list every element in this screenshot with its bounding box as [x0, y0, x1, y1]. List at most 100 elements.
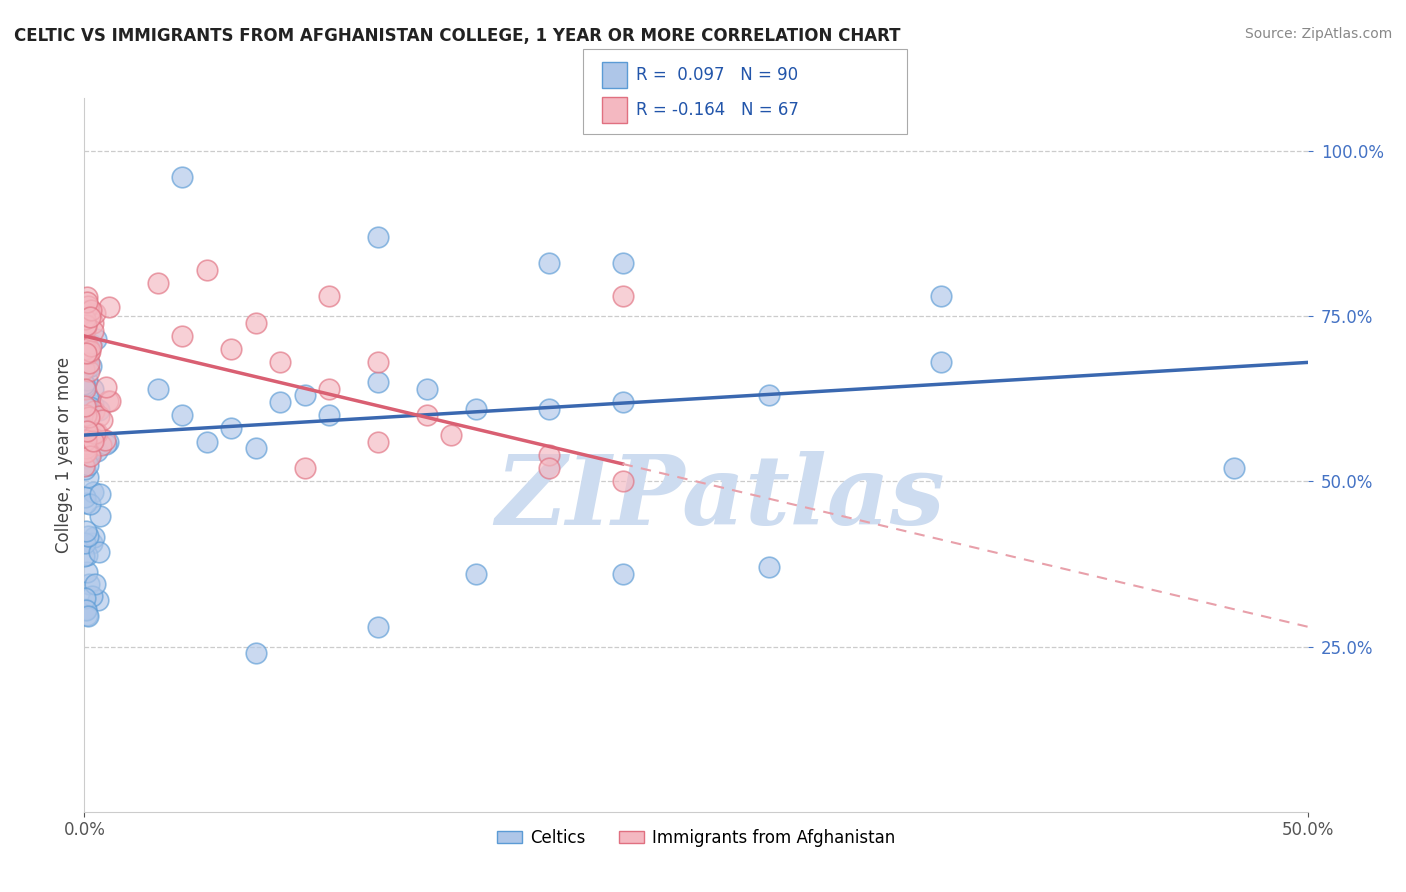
Point [1223, 461, 1246, 475]
Point [77, 431, 100, 445]
Point [77, 529, 100, 543]
Point [79, 449, 101, 463]
Point [86, 426, 108, 441]
Point [77, 447, 100, 461]
Point [758, 388, 780, 402]
Point [76, 401, 98, 416]
Point [76, 444, 98, 458]
Point [367, 355, 389, 369]
Point [82, 434, 104, 448]
Point [758, 560, 780, 574]
Point [219, 342, 242, 356]
Point [97, 434, 120, 449]
Point [96, 437, 118, 451]
Point [73, 351, 96, 366]
Point [929, 289, 952, 303]
Point [87, 544, 110, 558]
Point [76, 359, 98, 374]
Point [89, 508, 111, 523]
Point [269, 395, 291, 409]
Point [75, 603, 97, 617]
Point [172, 170, 194, 185]
Point [86, 332, 108, 346]
Point [464, 566, 486, 581]
Point [75, 318, 97, 333]
Point [75, 433, 97, 447]
Point [79, 497, 101, 511]
Point [87, 403, 110, 417]
Point [77, 609, 100, 624]
Point [75, 420, 97, 434]
Point [219, 421, 242, 435]
Point [75, 344, 97, 359]
Point [98, 301, 121, 315]
Point [538, 461, 561, 475]
Point [75, 379, 97, 393]
Point [75, 535, 97, 549]
Point [195, 263, 218, 277]
Point [146, 276, 169, 290]
Point [195, 434, 218, 449]
Point [94, 379, 117, 393]
Point [83, 403, 105, 417]
Point [245, 442, 267, 456]
Point [91, 413, 114, 427]
Point [80, 339, 103, 353]
Point [75, 408, 97, 422]
Point [86, 444, 108, 458]
Point [75, 311, 97, 326]
Point [416, 409, 439, 423]
Point [77, 436, 100, 450]
Point [416, 382, 439, 396]
Y-axis label: College, 1 year or more: College, 1 year or more [55, 357, 73, 553]
Point [73, 338, 96, 352]
Point [318, 409, 340, 423]
Point [73, 382, 96, 396]
Point [73, 459, 96, 474]
Point [73, 462, 96, 476]
Point [87, 593, 110, 607]
Text: CELTIC VS IMMIGRANTS FROM AFGHANISTAN COLLEGE, 1 YEAR OR MORE CORRELATION CHART: CELTIC VS IMMIGRANTS FROM AFGHANISTAN CO… [14, 27, 901, 45]
Point [75, 318, 97, 332]
Point [269, 355, 291, 369]
Point [75, 446, 97, 460]
Point [294, 461, 316, 475]
Point [97, 393, 120, 408]
Point [84, 577, 107, 591]
Point [75, 524, 97, 539]
Point [367, 434, 389, 449]
Point [82, 399, 104, 413]
Point [76, 548, 98, 562]
Point [87, 409, 110, 423]
Point [75, 382, 97, 396]
Point [80, 359, 103, 374]
Point [79, 401, 101, 415]
Point [73, 399, 96, 413]
Point [367, 230, 389, 244]
Point [77, 410, 100, 425]
Point [94, 433, 117, 447]
Point [73, 591, 96, 605]
Point [538, 256, 561, 270]
Text: ZIPatlas: ZIPatlas [496, 450, 945, 545]
Point [77, 392, 100, 406]
Point [146, 382, 169, 396]
Point [76, 565, 98, 579]
Point [79, 344, 101, 359]
Point [172, 409, 194, 423]
Point [77, 360, 100, 375]
Point [612, 475, 634, 489]
Point [73, 549, 96, 564]
Point [75, 342, 97, 356]
Point [76, 299, 98, 313]
Point [76, 608, 98, 623]
Point [612, 289, 634, 303]
Point [75, 450, 97, 465]
Point [612, 566, 634, 581]
Point [80, 446, 103, 460]
Point [82, 536, 104, 550]
Point [90, 438, 112, 452]
Text: R = -0.164   N = 67: R = -0.164 N = 67 [636, 101, 799, 119]
Point [75, 432, 97, 446]
Point [80, 429, 103, 443]
